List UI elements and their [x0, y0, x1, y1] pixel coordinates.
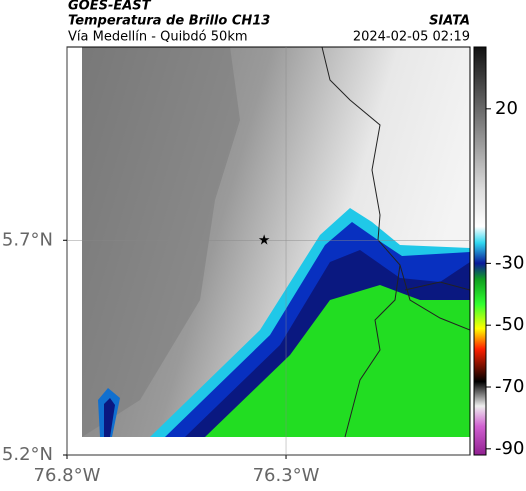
colorbar-tick-label: -50 [495, 314, 524, 335]
x-tick-label: 76.3°W [253, 465, 320, 486]
source: SIATA [429, 14, 470, 29]
caption: Vía Medellín - Quibdó 50km [68, 30, 248, 45]
satellite-image [67, 47, 470, 455]
colorbar [473, 46, 487, 456]
x-tick-label: 76.8°W [34, 465, 101, 486]
y-tick-label: 5.2°N [2, 444, 53, 465]
title: GOES-EAST [68, 0, 152, 14]
location-marker: ★ [258, 232, 271, 248]
colorbar-tick-label: -70 [495, 376, 524, 397]
colorbar-tick-label: -90 [495, 438, 524, 459]
subtitle: Temperatura de Brillo CH13 [68, 14, 270, 29]
colorbar-tick-label: -30 [495, 252, 524, 273]
datetime: 2024-02-05 02:19 [353, 30, 470, 45]
colorbar-tick-label: 20 [495, 98, 518, 119]
y-tick-label: 5.7°N [2, 229, 53, 250]
